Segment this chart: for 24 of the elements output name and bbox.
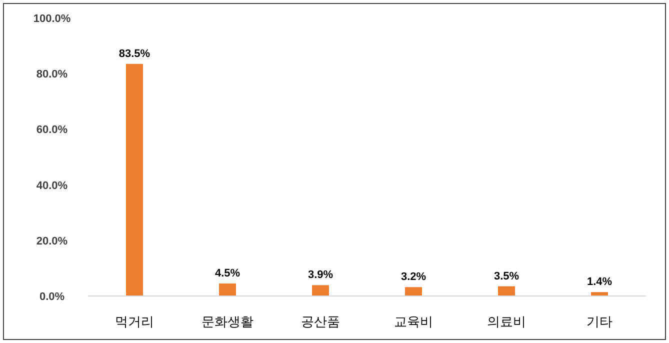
bar: [126, 64, 143, 296]
x-tick-label: 공산품: [301, 314, 340, 329]
data-label: 3.2%: [400, 271, 426, 284]
y-tick-label: 20.0%: [36, 235, 68, 248]
y-tick-label: 0.0%: [39, 291, 65, 303]
x-tick-label: 의료비: [487, 314, 526, 329]
y-tick-label: 100.0%: [33, 13, 71, 25]
x-tick-label: 먹거리: [115, 314, 154, 329]
bar: [591, 292, 608, 296]
data-label: 4.5%: [214, 267, 240, 280]
y-tick-label: 60.0%: [36, 124, 68, 136]
data-label: 3.9%: [308, 269, 334, 282]
y-tick-label: 80.0%: [36, 68, 68, 81]
data-label: 83.5%: [118, 48, 150, 60]
x-tick-label: 기타: [586, 314, 612, 329]
bar: [498, 286, 515, 296]
x-tick-label: 문화생활: [202, 314, 254, 329]
data-label: 1.4%: [586, 276, 612, 288]
y-tick-label: 40.0%: [36, 180, 68, 192]
bar: [405, 287, 422, 296]
x-tick-label: 교육비: [394, 314, 433, 329]
data-label: 3.5%: [494, 270, 520, 282]
bar: [312, 285, 329, 296]
bar: [219, 283, 236, 296]
